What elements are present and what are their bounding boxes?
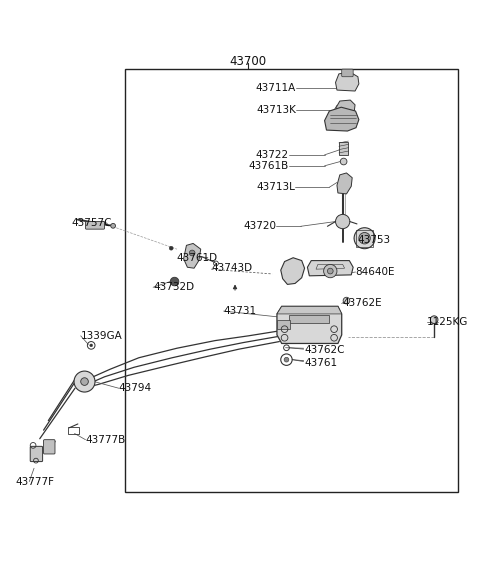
Circle shape bbox=[327, 268, 333, 274]
Circle shape bbox=[74, 371, 95, 392]
Text: 43794: 43794 bbox=[119, 383, 152, 393]
Text: 43720: 43720 bbox=[243, 221, 276, 231]
Text: 1339GA: 1339GA bbox=[81, 331, 122, 341]
FancyBboxPatch shape bbox=[277, 320, 290, 329]
Text: 43777B: 43777B bbox=[85, 434, 126, 445]
Circle shape bbox=[81, 378, 88, 385]
Text: 43777F: 43777F bbox=[15, 477, 54, 486]
Polygon shape bbox=[307, 260, 353, 276]
Polygon shape bbox=[324, 107, 359, 131]
Text: 43753: 43753 bbox=[358, 234, 391, 245]
Circle shape bbox=[169, 246, 173, 250]
Circle shape bbox=[324, 264, 337, 278]
Polygon shape bbox=[277, 306, 342, 344]
FancyBboxPatch shape bbox=[289, 315, 329, 323]
Text: 84640E: 84640E bbox=[356, 267, 395, 277]
Text: 43761B: 43761B bbox=[249, 161, 289, 171]
Circle shape bbox=[111, 223, 116, 228]
Circle shape bbox=[340, 158, 347, 165]
Polygon shape bbox=[281, 258, 305, 284]
Circle shape bbox=[430, 316, 438, 323]
Text: 43732D: 43732D bbox=[153, 282, 194, 292]
Circle shape bbox=[170, 277, 179, 286]
Text: 43700: 43700 bbox=[230, 54, 267, 68]
Circle shape bbox=[336, 214, 350, 229]
FancyBboxPatch shape bbox=[342, 69, 353, 77]
Text: 43762E: 43762E bbox=[343, 298, 382, 308]
Polygon shape bbox=[183, 244, 201, 268]
Circle shape bbox=[189, 250, 195, 256]
Circle shape bbox=[284, 357, 289, 362]
FancyBboxPatch shape bbox=[339, 141, 348, 155]
Text: 43761D: 43761D bbox=[176, 253, 217, 263]
Text: 43762C: 43762C bbox=[305, 345, 345, 355]
FancyBboxPatch shape bbox=[30, 446, 43, 462]
Text: 43722: 43722 bbox=[256, 150, 289, 160]
Polygon shape bbox=[277, 306, 342, 314]
Circle shape bbox=[90, 344, 93, 347]
Circle shape bbox=[343, 297, 350, 304]
Text: 43713L: 43713L bbox=[256, 182, 295, 192]
Text: 43711A: 43711A bbox=[256, 83, 296, 93]
Polygon shape bbox=[336, 100, 355, 115]
Polygon shape bbox=[337, 173, 352, 194]
Polygon shape bbox=[336, 72, 359, 91]
Text: 1125KG: 1125KG bbox=[427, 316, 468, 327]
Text: 43731: 43731 bbox=[224, 306, 257, 316]
Text: 43713K: 43713K bbox=[256, 105, 296, 115]
Text: 43761: 43761 bbox=[305, 358, 338, 367]
Circle shape bbox=[354, 228, 375, 249]
Circle shape bbox=[359, 232, 370, 244]
Text: 43757C: 43757C bbox=[71, 219, 112, 228]
FancyBboxPatch shape bbox=[44, 440, 55, 454]
Text: 43743D: 43743D bbox=[211, 263, 252, 273]
FancyBboxPatch shape bbox=[85, 221, 105, 229]
